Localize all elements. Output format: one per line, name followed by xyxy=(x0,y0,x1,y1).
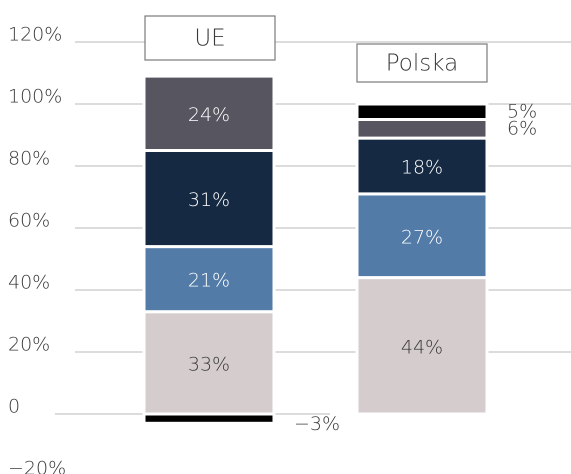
value-label: 31% xyxy=(188,189,230,211)
value-label: 44% xyxy=(401,336,443,358)
value-label: −3% xyxy=(294,413,340,435)
bar-segment xyxy=(142,149,276,249)
value-label: 27% xyxy=(401,226,443,248)
category-box xyxy=(144,15,276,61)
value-label: 5% xyxy=(507,100,537,122)
bar-segment xyxy=(142,74,276,152)
bar-segment xyxy=(142,412,276,425)
category-label: Polska xyxy=(386,51,459,77)
bar-segment xyxy=(355,192,489,280)
value-label: 33% xyxy=(188,353,230,375)
y-tick-label: 20% xyxy=(8,334,50,356)
y-tick-label: 80% xyxy=(8,148,50,170)
y-tick-label: 120% xyxy=(8,24,62,46)
bar-segment xyxy=(355,276,489,416)
category-box xyxy=(356,43,488,83)
y-tick-label: 0 xyxy=(8,396,20,418)
value-label: 24% xyxy=(188,104,230,126)
bar-segment xyxy=(355,118,489,140)
category-label: UE xyxy=(194,26,225,52)
value-label: 6% xyxy=(507,117,537,139)
bar-segment xyxy=(355,102,489,121)
y-tick-label: 100% xyxy=(8,86,62,108)
value-label: 18% xyxy=(401,157,443,179)
value-label: 21% xyxy=(188,270,230,292)
y-tick-label: 60% xyxy=(8,210,50,232)
y-tick-label: 40% xyxy=(8,272,50,294)
bar-segment xyxy=(355,136,489,196)
y-tick-label: −20% xyxy=(8,458,66,474)
bar-segment xyxy=(142,245,276,314)
